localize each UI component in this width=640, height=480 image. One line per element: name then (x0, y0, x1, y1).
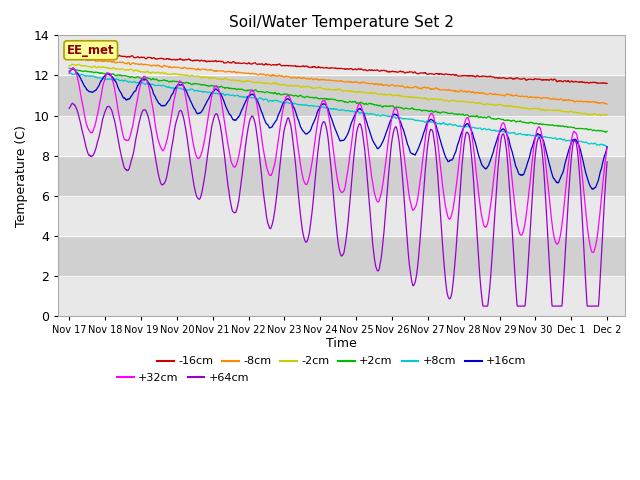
+32cm (589, 250, 597, 255)
Bar (58, 276, 625, 316)
+16cm (186, 95, 193, 101)
+64cm (186, 150, 193, 156)
+64cm (172, 119, 180, 125)
Legend: +32cm, +64cm: +32cm, +64cm (113, 369, 253, 388)
+32cm (604, 145, 611, 151)
+32cm (172, 88, 180, 94)
Title: Soil/Water Temperature Set 2: Soil/Water Temperature Set 2 (229, 15, 454, 30)
+32cm (422, 132, 429, 138)
+64cm (479, 303, 487, 309)
-16cm (65, 50, 73, 56)
+64cm (65, 106, 73, 111)
+64cm (604, 159, 611, 165)
Bar (58, 116, 625, 156)
+64cm (246, 119, 253, 125)
-16cm (492, 75, 500, 81)
+8cm (422, 120, 429, 125)
+64cm (493, 187, 500, 193)
-16cm (422, 70, 429, 76)
+8cm (602, 144, 610, 149)
-8cm (540, 95, 547, 100)
Line: +64cm: +64cm (69, 103, 607, 306)
Line: +32cm: +32cm (69, 68, 607, 252)
-16cm (186, 57, 193, 62)
+16cm (492, 140, 500, 145)
+8cm (540, 134, 547, 140)
+8cm (186, 87, 193, 93)
+8cm (172, 85, 180, 91)
Bar (58, 75, 625, 116)
+2cm (245, 88, 253, 94)
Line: -16cm: -16cm (69, 53, 607, 84)
Bar (58, 236, 625, 276)
+2cm (602, 130, 609, 135)
+32cm (70, 65, 77, 71)
Y-axis label: Temperature (C): Temperature (C) (15, 125, 28, 227)
-8cm (422, 85, 429, 91)
+16cm (604, 144, 611, 150)
-8cm (172, 65, 180, 71)
+2cm (185, 80, 193, 86)
+64cm (540, 169, 548, 175)
+8cm (604, 144, 611, 149)
+32cm (65, 70, 73, 76)
+2cm (492, 116, 500, 122)
-8cm (492, 92, 500, 97)
-2cm (246, 79, 253, 84)
-2cm (604, 112, 611, 118)
Bar (58, 36, 625, 75)
Text: EE_met: EE_met (67, 44, 115, 57)
-16cm (540, 77, 547, 83)
-8cm (65, 56, 73, 61)
-16cm (68, 50, 76, 56)
-8cm (604, 101, 611, 107)
Line: +8cm: +8cm (69, 72, 607, 146)
+8cm (492, 128, 500, 134)
-16cm (172, 57, 180, 63)
-2cm (492, 103, 500, 108)
+16cm (172, 84, 180, 90)
+2cm (65, 65, 73, 71)
Line: -8cm: -8cm (69, 58, 607, 104)
Line: +2cm: +2cm (69, 68, 607, 132)
+16cm (65, 68, 73, 74)
+32cm (492, 155, 500, 160)
-2cm (186, 73, 193, 79)
-2cm (68, 61, 76, 67)
+16cm (70, 66, 77, 72)
+16cm (246, 93, 253, 99)
-16cm (604, 81, 611, 86)
-8cm (186, 66, 193, 72)
+2cm (540, 121, 547, 127)
+2cm (604, 128, 611, 134)
+8cm (246, 94, 253, 100)
Bar (58, 196, 625, 236)
+2cm (422, 108, 429, 113)
+64cm (422, 161, 429, 167)
+16cm (540, 138, 547, 144)
+8cm (66, 70, 74, 75)
+2cm (172, 78, 180, 84)
-16cm (246, 60, 253, 66)
+32cm (186, 116, 193, 122)
-8cm (246, 71, 253, 76)
Bar (58, 156, 625, 196)
-8cm (73, 55, 81, 61)
+64cm (68, 100, 76, 106)
-16cm (602, 81, 610, 86)
Line: -2cm: -2cm (69, 64, 607, 116)
-2cm (422, 96, 429, 101)
-2cm (596, 113, 604, 119)
-2cm (65, 63, 73, 69)
+32cm (246, 92, 253, 98)
+16cm (589, 186, 597, 192)
Line: +16cm: +16cm (69, 69, 607, 189)
-2cm (540, 107, 547, 113)
+16cm (422, 124, 429, 130)
+32cm (540, 142, 547, 148)
-2cm (172, 72, 180, 77)
X-axis label: Time: Time (326, 336, 357, 349)
+8cm (65, 70, 73, 76)
